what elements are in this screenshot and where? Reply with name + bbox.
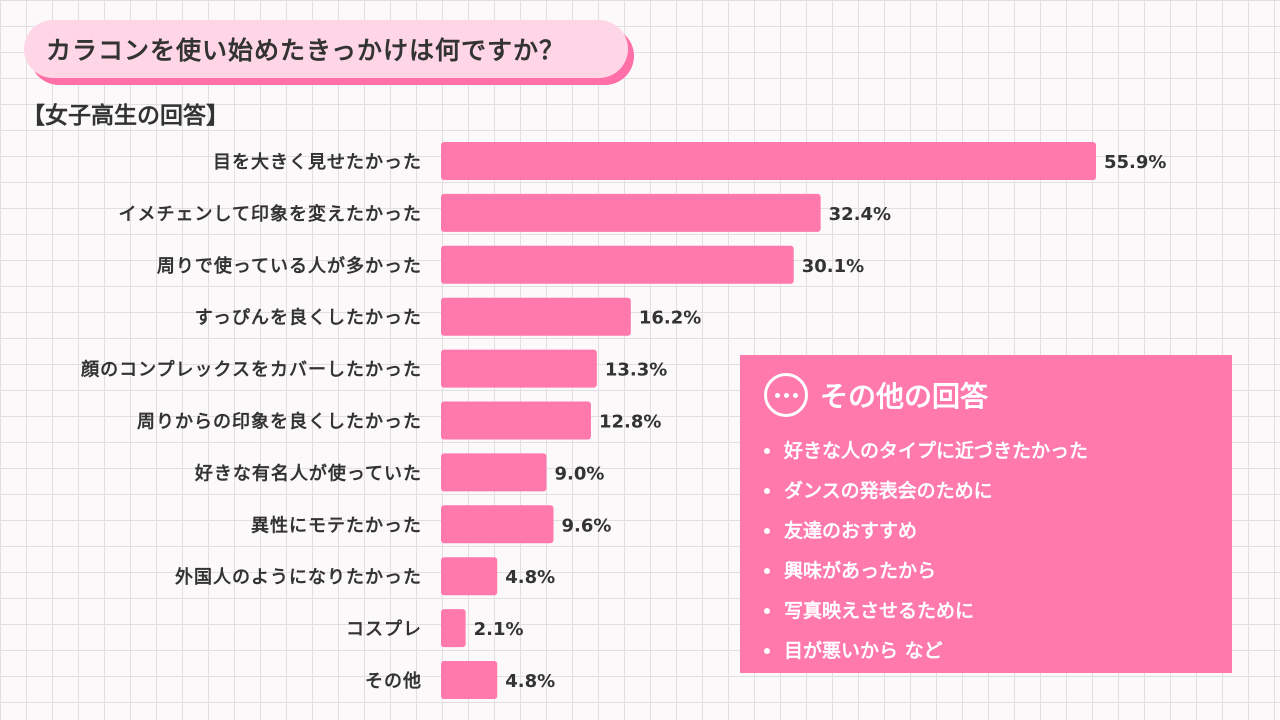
list-item: 興味があったから <box>764 551 1208 591</box>
value-label: 9.0% <box>554 463 604 484</box>
list-item: 友達のおすすめ <box>764 511 1208 551</box>
category-label: 外国人のようになりたかった <box>175 566 422 588</box>
bullet-icon <box>764 528 770 534</box>
other-answers-title: その他の回答 <box>820 380 989 413</box>
ellipsis-icon <box>764 373 808 417</box>
list-item: 写真映えさせるために <box>764 591 1208 631</box>
list-item-text: 好きな人のタイプに近づきたかった <box>784 440 1089 462</box>
bullet-icon <box>764 608 770 614</box>
category-label: 周りからの印象を良くしたかった <box>137 411 422 433</box>
value-label: 16.2% <box>639 308 701 329</box>
category-label: 好きな有名人が使っていた <box>194 462 422 484</box>
category-label: 顔のコンプレックスをカバーしたかった <box>80 359 422 381</box>
value-label: 30.1% <box>802 256 864 277</box>
bar <box>441 609 466 648</box>
other-answers-panel: その他の回答 好きな人のタイプに近づきたかった ダンスの発表会のために 友達のお… <box>740 355 1232 673</box>
bar <box>441 401 591 440</box>
other-answers-header: その他の回答 <box>764 373 1208 417</box>
list-item: 目が悪いから など <box>764 631 1208 671</box>
bar <box>441 193 821 232</box>
bar <box>441 297 631 336</box>
bar <box>441 661 498 699</box>
bar <box>441 557 498 596</box>
value-label: 13.3% <box>605 360 667 381</box>
other-answers-list: 好きな人のタイプに近づきたかった ダンスの発表会のために 友達のおすすめ 興味が… <box>764 431 1208 671</box>
list-item-text: 写真映えさせるために <box>784 600 975 622</box>
category-label: その他 <box>365 670 422 692</box>
bar <box>441 245 794 284</box>
list-item-text: ダンスの発表会のために <box>784 480 993 502</box>
list-item-text: 友達のおすすめ <box>784 520 918 542</box>
question-title: カラコンを使い始めたきっかけは何ですか？ <box>24 20 628 78</box>
bar <box>441 453 547 492</box>
respondent-subtitle: 【女子高生の回答】 <box>22 103 229 129</box>
category-label: 周りで使っている人が多かった <box>157 255 422 277</box>
value-label: 4.8% <box>505 671 555 692</box>
list-item-text: 興味があったから <box>784 560 937 582</box>
category-label: すっぴんを良くしたかった <box>195 307 422 329</box>
value-label: 55.9% <box>1104 152 1166 173</box>
bar <box>441 349 597 388</box>
bullet-icon <box>764 568 770 574</box>
category-label: 目を大きく見せたかった <box>213 151 422 173</box>
category-label: コスプレ <box>346 618 422 640</box>
category-label: イメチェンして印象を変えたかった <box>119 203 422 225</box>
list-item-text: 目が悪いから など <box>784 640 943 662</box>
value-label: 9.6% <box>561 515 611 536</box>
bullet-icon <box>764 488 770 494</box>
value-label: 2.1% <box>474 619 524 640</box>
bullet-icon <box>764 448 770 454</box>
question-title-text: カラコンを使い始めたきっかけは何ですか？ <box>46 36 566 65</box>
list-item: 好きな人のタイプに近づきたかった <box>764 431 1208 471</box>
value-label: 32.4% <box>829 204 891 225</box>
bar <box>441 142 1096 180</box>
bullet-icon <box>764 648 770 654</box>
value-label: 12.8% <box>599 412 661 433</box>
bar <box>441 505 554 544</box>
list-item: ダンスの発表会のために <box>764 471 1208 511</box>
value-label: 4.8% <box>505 567 555 588</box>
category-label: 異性にモテたかった <box>251 514 422 536</box>
